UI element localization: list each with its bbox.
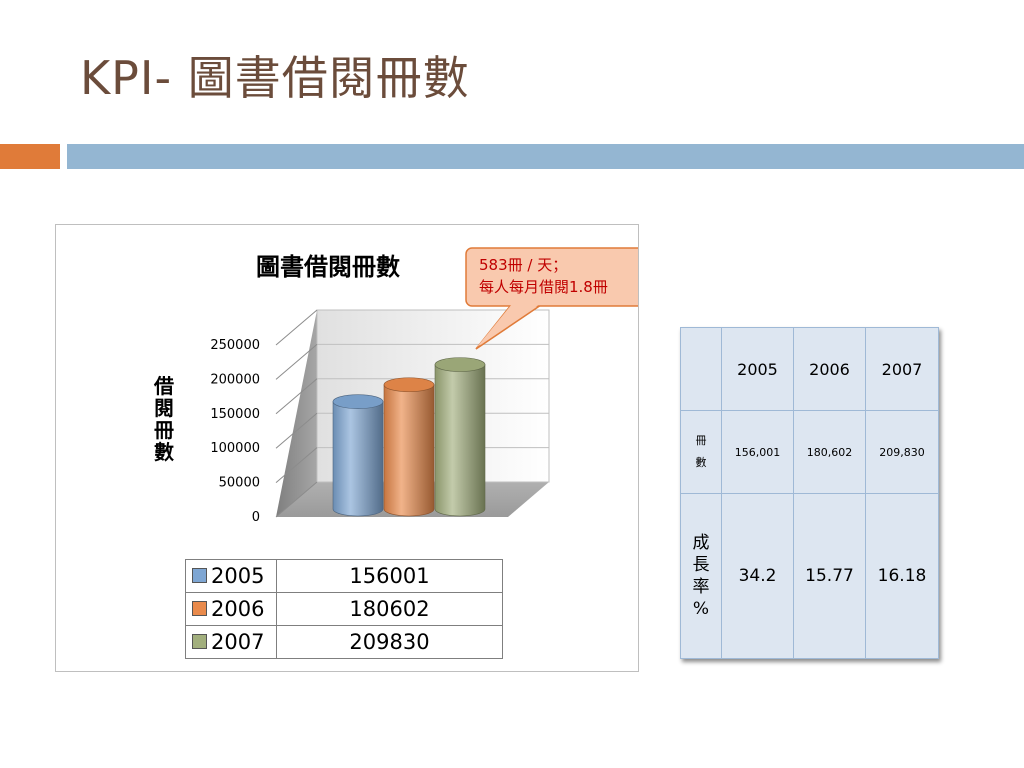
table-cell: 15.77 (793, 493, 866, 659)
chart-title: 圖書借閱冊數 (256, 253, 400, 281)
table-cell: 180,602 (793, 410, 866, 494)
bar-body (434, 364, 486, 517)
chart-plot: 0 50000 100000 150000 200000 250000 (210, 247, 638, 525)
callout-line-1: 583冊 / 天； (479, 256, 568, 274)
row-label-growth: 成 長 率 % (680, 493, 722, 659)
side-gridline (275, 344, 318, 380)
table-cell: 209,830 (865, 410, 939, 494)
accent-bar-blue (67, 144, 1024, 169)
table-row-count: 冊 數 156,001 180,602 209,830 (680, 410, 939, 494)
legend-row: 2005 156001 (185, 559, 503, 593)
y-tick-label: 150000 (210, 407, 260, 422)
slide-title: KPI- 圖書借閱冊數 (80, 51, 470, 105)
table-cell: 156,001 (721, 410, 794, 494)
row-label-char: 長 (692, 555, 710, 575)
side-gridline (275, 378, 318, 415)
table-cell: 16.18 (865, 493, 939, 659)
legend-swatch (192, 633, 207, 649)
y-axis-label-char: 數 (154, 440, 174, 464)
side-gridline (275, 309, 318, 346)
legend-name-cell: 2007 (185, 625, 277, 659)
side-gridline (275, 412, 318, 449)
y-axis-label-char: 借 (154, 374, 174, 398)
bar-body (383, 384, 435, 517)
legend-row: 2006 180602 (185, 592, 503, 626)
callout-box (465, 247, 638, 307)
bar-2006 (383, 377, 435, 517)
row-label-count: 冊 數 (680, 410, 722, 494)
y-tick-label: 0 (252, 510, 260, 525)
row-label-char: 冊 (695, 434, 707, 447)
table-header-cell: 2005 (721, 327, 794, 411)
legend-name-cell: 2006 (185, 592, 277, 626)
y-tick-label: 250000 (210, 338, 260, 353)
bar-top (434, 357, 486, 372)
legend-row: 2007 209830 (185, 625, 503, 659)
legend-swatch (192, 600, 207, 616)
growth-data-table: 2005 2006 2007 冊 數 156,001 180,602 209,8… (680, 327, 939, 659)
bar-top (383, 377, 435, 393)
bar-2005 (332, 394, 384, 517)
y-axis-label: 借閱冊數 (152, 375, 176, 463)
side-gridline (275, 481, 318, 518)
y-axis-label-char: 閱 (154, 396, 174, 420)
table-header-row: 2005 2006 2007 (680, 327, 939, 411)
row-label-char: 數 (695, 456, 707, 469)
legend-swatch (192, 567, 207, 583)
legend-value: 156001 (276, 559, 503, 593)
y-tick-label: 100000 (210, 441, 260, 456)
table-row-growth: 成 長 率 % 34.2 15.77 16.18 (680, 493, 939, 659)
side-gridline (275, 447, 318, 483)
table-header-cell: 2006 (793, 327, 866, 411)
callout-text: 583冊 / 天； 每人每月借閱1.8冊 (479, 254, 608, 298)
legend-name: 2007 (211, 630, 265, 654)
y-tick-label: 200000 (210, 372, 260, 387)
callout-line-2: 每人每月借閱1.8冊 (479, 278, 608, 296)
accent-bar-orange (0, 144, 60, 169)
table-cell: 34.2 (721, 493, 794, 659)
bar-body (332, 401, 384, 517)
table-corner-cell (680, 327, 722, 411)
y-axis-label-char: 冊 (154, 418, 174, 442)
legend-value: 180602 (276, 592, 503, 626)
row-label-char: 率 (692, 577, 710, 597)
table-header-cell: 2007 (865, 327, 939, 411)
legend-name: 2006 (211, 597, 265, 621)
chart-frame: 0 50000 100000 150000 200000 250000 圖書借閱冊數 借閱… (55, 224, 639, 672)
bar-top (332, 394, 384, 409)
row-label-char: % (692, 599, 710, 619)
y-tick-label: 50000 (219, 476, 260, 491)
row-label-char: 成 (692, 533, 710, 553)
chart-side-wall (276, 310, 317, 517)
legend-name: 2005 (211, 564, 265, 588)
legend-name-cell: 2005 (185, 559, 277, 593)
legend-data-table: 2005 156001 2006 180602 2007 209830 (185, 559, 503, 659)
bar-2007 (434, 357, 486, 517)
legend-value: 209830 (276, 625, 503, 659)
